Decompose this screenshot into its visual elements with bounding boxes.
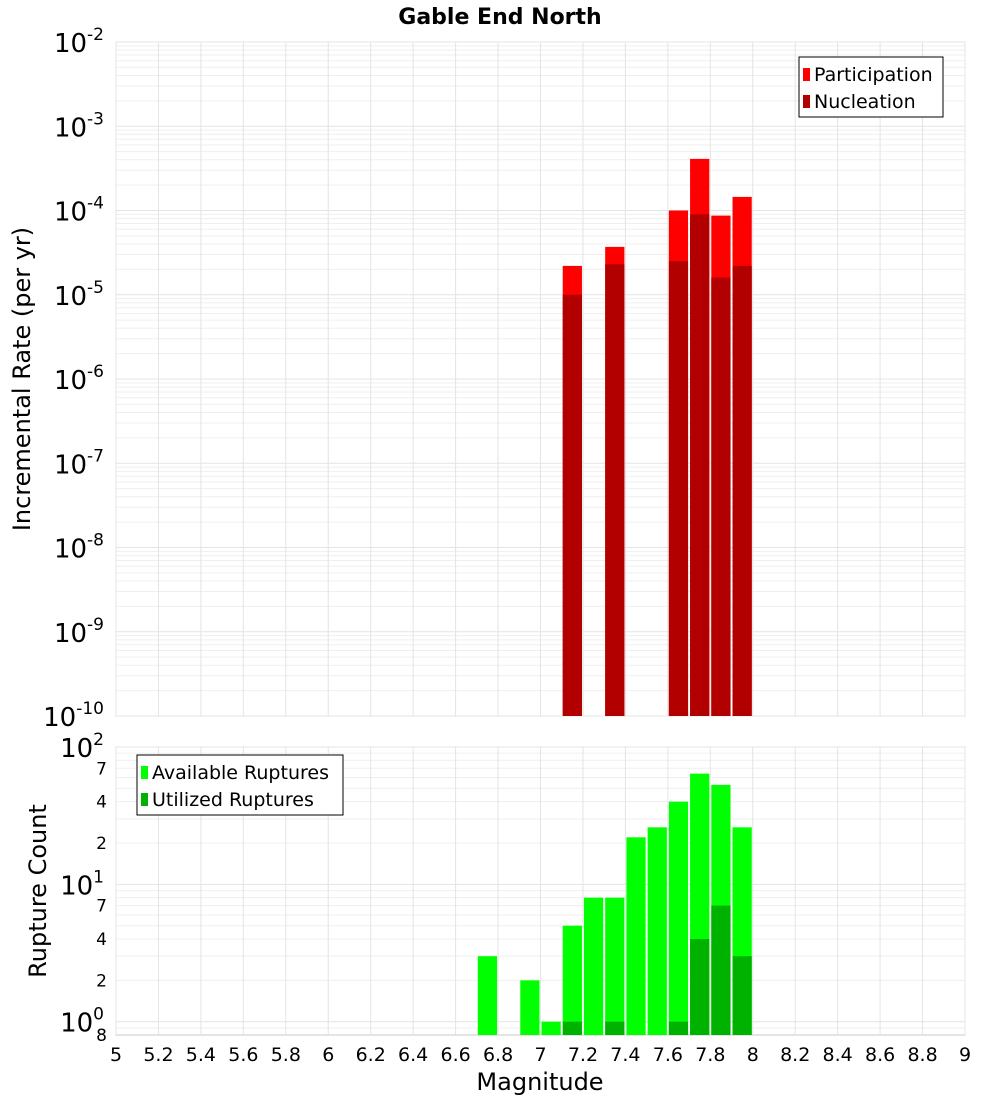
- y-axis-label: Incremental Rate (per yr): [8, 227, 36, 531]
- series-nucleation: [562, 214, 752, 716]
- y-tick-label: 10-9: [54, 615, 104, 649]
- x-tick-label: 7: [534, 1044, 546, 1066]
- legend-label: Nucleation: [814, 91, 916, 113]
- count-bar-0: [477, 956, 498, 1035]
- y-tick-label: 10-6: [54, 362, 104, 396]
- x-tick-label: 6.8: [483, 1044, 513, 1066]
- count-bar-1: [605, 1021, 625, 1035]
- count-bar-1: [668, 1021, 689, 1035]
- series-utilized-ruptures: [562, 905, 752, 1035]
- y-tick-label: 102: [60, 730, 104, 764]
- legend-label: Available Ruptures: [152, 762, 329, 784]
- legend-swatch: [141, 766, 148, 779]
- count-bar-0: [520, 980, 540, 1035]
- count-bar-1: [711, 905, 731, 1035]
- x-tick-label: 7.8: [695, 1044, 725, 1066]
- legend-label: Participation: [814, 64, 933, 86]
- count-bar-1: [690, 939, 710, 1035]
- legend: Available Ruptures Utilized Ruptures: [136, 754, 344, 816]
- incremental-rate-panel: 10-2 10-3 10-4 10-5 10-6 10-7 10-8 10-9 10-10 Inc…: [8, 25, 966, 733]
- x-tick-label: 5.8: [271, 1044, 301, 1066]
- count-bar-1: [562, 1021, 582, 1035]
- x-tick-label: 5.4: [186, 1044, 216, 1066]
- y-tick-label: 4: [96, 930, 107, 950]
- x-tick-label: 8.6: [865, 1044, 895, 1066]
- count-bar-1: [732, 956, 752, 1035]
- y-tick-label: 4: [96, 793, 107, 813]
- count-bar-0: [605, 897, 625, 1035]
- rate-bar-1: [668, 261, 689, 716]
- x-axis-label: Magnitude: [476, 1068, 603, 1096]
- x-tick-label: 8: [747, 1044, 759, 1066]
- x-tick-label: 7.4: [610, 1044, 640, 1066]
- chart-title: Gable End North: [398, 5, 601, 30]
- x-tick-label: 5.6: [228, 1044, 258, 1066]
- count-bar-0: [562, 925, 582, 1035]
- x-tick-label: 8.4: [823, 1044, 853, 1066]
- x-tick-label: 5: [110, 1044, 122, 1066]
- y-tick-labels: 10-2 10-3 10-4 10-5 10-6 10-7 10-8 10-9 10-10: [43, 25, 104, 733]
- legend-swatch: [141, 793, 148, 806]
- y-axis-label: Rupture Count: [24, 804, 52, 978]
- y-tick-label: 10-4: [54, 194, 104, 228]
- legend: Participation Nucleation: [798, 56, 944, 118]
- x-tick-label: 8.8: [907, 1044, 937, 1066]
- y-tick-label: 100: [60, 1005, 104, 1039]
- y-tick-label: 10-7: [54, 446, 104, 480]
- y-tick-label: 10-10: [43, 699, 104, 733]
- rate-bar-1: [732, 265, 752, 716]
- count-bar-0: [647, 827, 667, 1035]
- y-tick-label: 8: [96, 1026, 107, 1046]
- y-tick-label: 2: [96, 971, 107, 991]
- legend-box: [136, 754, 344, 816]
- legend-swatch: [803, 68, 810, 81]
- legend-label: Utilized Ruptures: [152, 789, 314, 811]
- legend-swatch: [803, 95, 810, 108]
- y-tick-label: 7: [96, 759, 107, 779]
- y-tick-label: 10-8: [54, 531, 104, 565]
- x-tick-label: 6.2: [356, 1044, 386, 1066]
- x-axis: 5 5.2 5.4 5.6 5.8 6 6.2 6.4 6.6 6.8 7 7.2 7.4 7.6 7.8 8…: [110, 1044, 971, 1066]
- x-tick-label: 7.6: [653, 1044, 683, 1066]
- count-bar-0: [541, 1021, 561, 1035]
- x-tick-label: 5.2: [143, 1044, 173, 1066]
- count-bar-0: [583, 897, 604, 1035]
- x-tick-label: 6.4: [398, 1044, 428, 1066]
- rate-bar-1: [690, 214, 710, 716]
- rate-bar-1: [562, 294, 582, 716]
- count-bar-0: [626, 837, 646, 1035]
- x-tick-label: 6.6: [440, 1044, 470, 1066]
- y-tick-label: 10-5: [54, 278, 104, 312]
- x-tick-label: 7.2: [568, 1044, 598, 1066]
- y-tick-label: 10-3: [54, 109, 104, 143]
- x-tick-label: 6: [322, 1044, 334, 1066]
- rate-bar-1: [605, 264, 625, 716]
- x-tick-label: 9: [959, 1044, 971, 1066]
- rate-bar-1: [711, 277, 731, 716]
- y-tick-label: 2: [96, 834, 107, 854]
- x-tick-label: 8.2: [780, 1044, 810, 1066]
- grid: [115, 41, 966, 717]
- legend-box: [798, 56, 944, 118]
- y-tick-label: 10-2: [54, 25, 104, 59]
- y-tick-label: 101: [60, 867, 104, 901]
- y-tick-label: 7: [96, 897, 107, 917]
- count-bar-0: [668, 801, 689, 1035]
